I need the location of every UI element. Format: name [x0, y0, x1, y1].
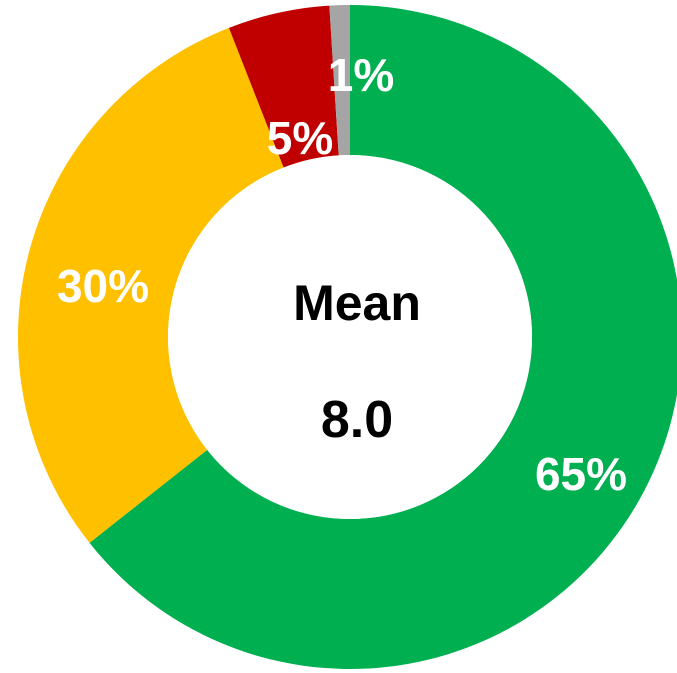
slice-label-2: 5%: [267, 112, 333, 164]
slices-layer: [18, 5, 677, 669]
slice-0: [89, 5, 677, 669]
slice-label-3: 1%: [328, 49, 394, 101]
slice-3: [329, 5, 350, 156]
slice-label-0: 65%: [535, 448, 627, 500]
labels-layer: 65% 30% 5% 1%: [57, 49, 627, 500]
center-title: Mean: [293, 275, 421, 331]
donut-hole: [168, 155, 532, 519]
slice-1: [18, 27, 284, 543]
slice-2: [228, 5, 339, 168]
center-value: 8.0: [321, 391, 393, 449]
slice-label-1: 30%: [57, 260, 149, 312]
